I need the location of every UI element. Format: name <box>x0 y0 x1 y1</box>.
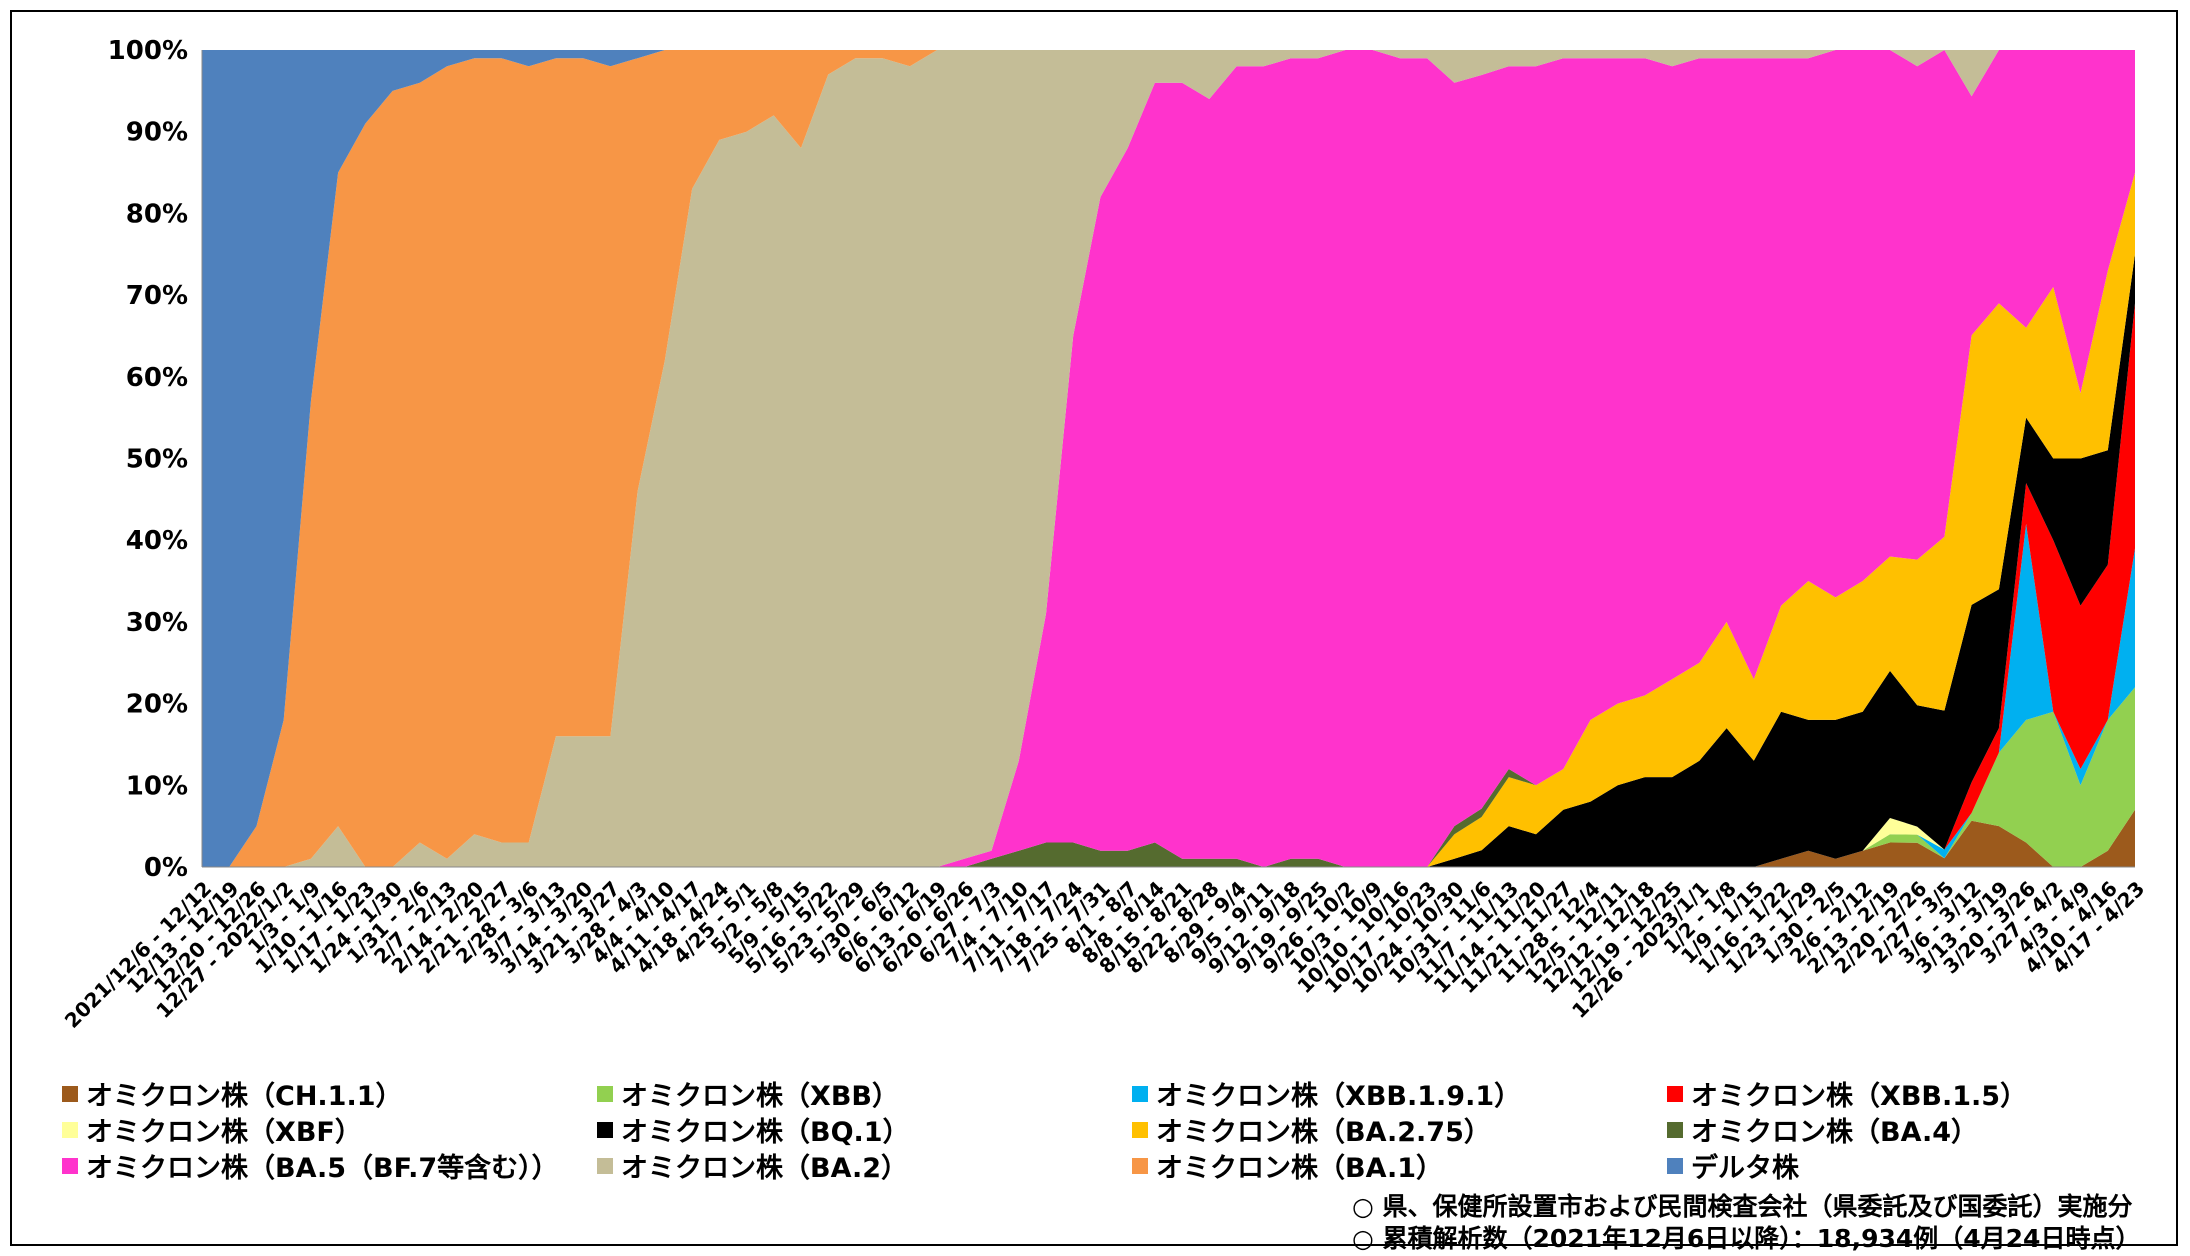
legend-item: オミクロン株（XBB.1.5） <box>1667 1074 2027 1113</box>
legend-item: オミクロン株（BA.2） <box>597 1146 908 1185</box>
legend-swatch <box>1132 1121 1148 1138</box>
legend-swatch <box>62 1085 78 1102</box>
legend-item: オミクロン株（BA.1） <box>1132 1146 1443 1185</box>
legend-swatch <box>62 1157 78 1174</box>
legend-swatch <box>597 1085 613 1102</box>
y-tick-label: 60% <box>126 363 188 393</box>
series-area-9 <box>202 50 2135 867</box>
note-line-1: ○ 県、保健所設置市および民間検査会社（県委託及び国委託）実施分 <box>1352 1192 2133 1221</box>
legend-label: オミクロン株（XBB） <box>621 1081 899 1112</box>
legend-swatch <box>597 1121 613 1138</box>
legend-item: オミクロン株（XBB） <box>597 1074 899 1113</box>
y-tick-label: 0% <box>144 853 188 883</box>
series-area-0 <box>202 809 2135 867</box>
legend-label: オミクロン株（XBB.1.9.1） <box>1156 1081 1522 1112</box>
y-tick-label: 70% <box>126 281 188 311</box>
legend-item: オミクロン株（XBF） <box>62 1110 362 1149</box>
legend-label: オミクロン株（XBF） <box>86 1117 362 1148</box>
legend-label: オミクロン株（BA.2.75） <box>1156 1117 1491 1148</box>
series-area-8 <box>202 50 2135 867</box>
series-area-10 <box>202 50 2135 867</box>
legend-swatch <box>1132 1157 1148 1174</box>
legend-swatch <box>1667 1085 1683 1102</box>
y-tick-label: 100% <box>108 36 188 66</box>
legend-swatch <box>1667 1157 1683 1174</box>
y-tick-label: 80% <box>126 199 188 229</box>
legend-label: オミクロン株（BA.2） <box>621 1153 909 1184</box>
legend-label: オミクロン株（BQ.1） <box>621 1117 910 1148</box>
legend-swatch <box>1667 1121 1683 1138</box>
legend-item: オミクロン株（BA.2.75） <box>1132 1110 1491 1149</box>
legend-swatch <box>62 1121 78 1138</box>
legend-label: オミクロン株（BA.5（BF.7等含む）） <box>86 1153 559 1184</box>
legend-item: オミクロン株（XBB.1.9.1） <box>1132 1074 1521 1113</box>
stacked-area-chart: 0%10%20%30%40%50%60%70%80%90%100% 2021/1… <box>60 36 2149 1033</box>
legend-item: デルタ株 <box>1667 1146 1799 1185</box>
legend-item: オミクロン株（BQ.1） <box>597 1110 910 1149</box>
legend-swatch <box>1132 1085 1148 1102</box>
legend-swatch <box>597 1157 613 1174</box>
y-tick-label: 40% <box>126 526 188 556</box>
legend-label: オミクロン株（BA.4） <box>1691 1117 1979 1148</box>
note-line-2: ○ 累積解析数（2021年12月6日以降）：18,934例（4月24日時点） <box>1352 1224 2141 1253</box>
legend-label: デルタ株 <box>1691 1153 1799 1184</box>
legend-label: オミクロン株（XBB.1.5） <box>1691 1081 2028 1112</box>
series-area-5 <box>202 254 2135 868</box>
legend-label: オミクロン株（CH.1.1） <box>86 1081 403 1112</box>
legend-item: オミクロン株（BA.4） <box>1667 1110 1978 1149</box>
legend-item: オミクロン株（CH.1.1） <box>62 1074 403 1113</box>
y-tick-label: 30% <box>126 608 188 638</box>
legend-label: オミクロン株（BA.1） <box>1156 1153 1444 1184</box>
chart-frame: 0% 10% 20% 30% 40% 50% 60% 70% 80% 90% 100% 2021/1… <box>10 10 2178 1253</box>
series-area-6 <box>202 172 2135 868</box>
y-tick-label: 10% <box>126 771 188 801</box>
y-tick-label: 90% <box>126 118 188 148</box>
legend-item: オミクロン株（BA.5（BF.7等含む）） <box>62 1146 559 1185</box>
y-tick-label: 20% <box>126 690 188 720</box>
y-tick-label: 50% <box>126 445 188 475</box>
